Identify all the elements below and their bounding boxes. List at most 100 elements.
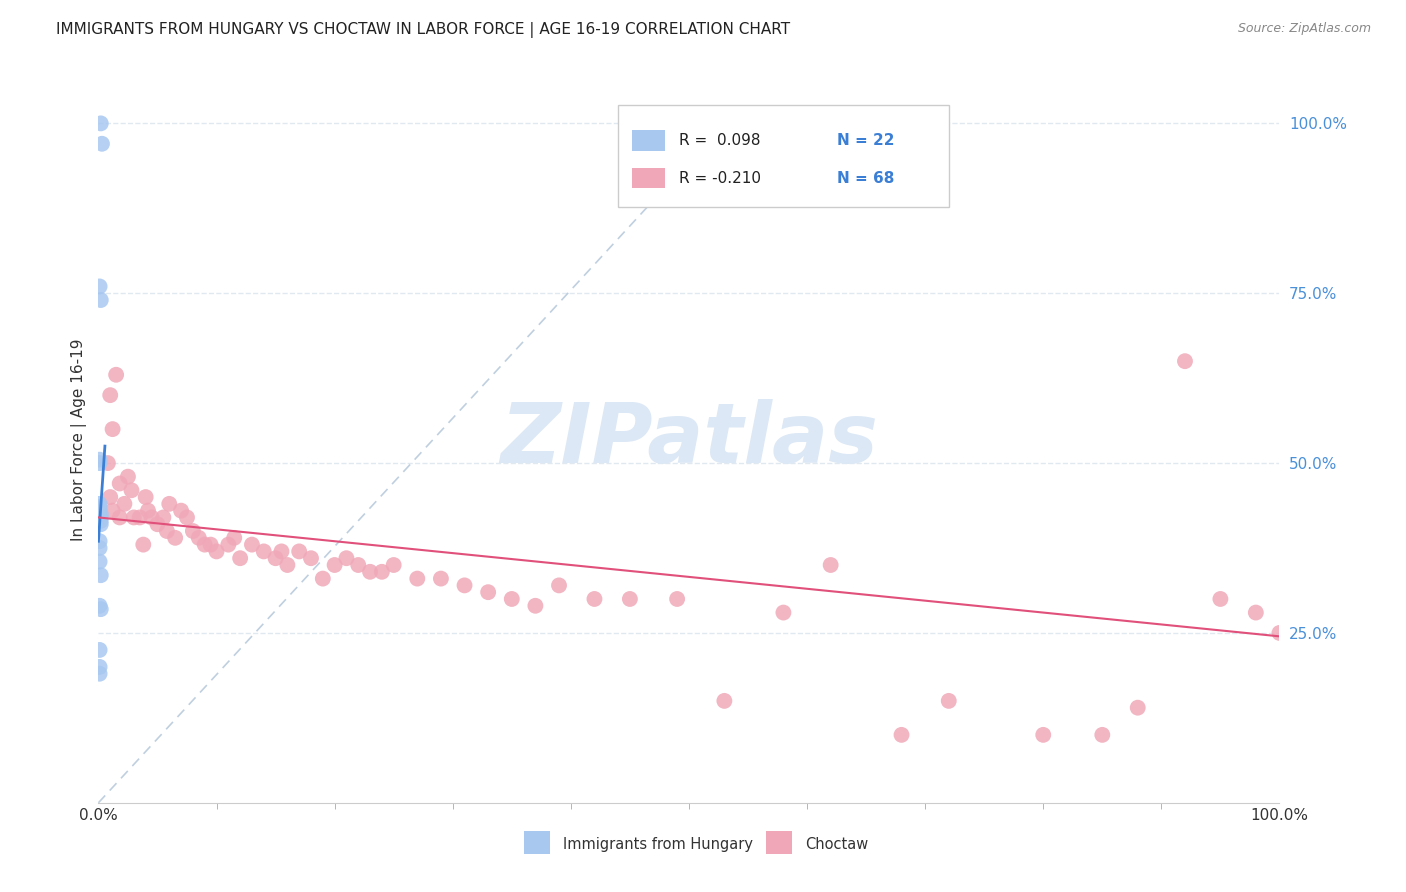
Point (772, 606, 794, 620)
FancyBboxPatch shape (633, 168, 665, 188)
Point (200, 538, 222, 552)
Point (89, 452, 111, 467)
Point (89, 541, 111, 555)
Point (112, 497, 135, 511)
Point (1032, 728, 1054, 742)
Point (1091, 728, 1114, 742)
Point (229, 551, 252, 566)
Point (152, 510, 174, 524)
Point (406, 572, 429, 586)
Point (938, 694, 960, 708)
Point (165, 531, 187, 545)
Point (89, 534, 111, 549)
Point (98, 388, 121, 402)
Point (347, 558, 370, 572)
Point (176, 510, 198, 524)
Point (90, 602, 112, 616)
Point (136, 503, 159, 517)
Point (90, 517, 112, 532)
Text: R =  0.098: R = 0.098 (679, 133, 761, 148)
Point (97, 456, 120, 470)
Text: N = 68: N = 68 (837, 170, 894, 186)
Point (89, 660, 111, 674)
Point (156, 524, 179, 538)
Point (224, 531, 246, 545)
Point (312, 572, 335, 586)
Point (89, 555, 111, 569)
Point (371, 565, 394, 579)
Point (181, 524, 204, 538)
FancyBboxPatch shape (523, 831, 550, 854)
FancyBboxPatch shape (633, 130, 665, 151)
Point (108, 510, 131, 524)
Point (276, 558, 298, 572)
Point (619, 591, 641, 606)
Point (90, 510, 112, 524)
Point (194, 538, 217, 552)
Point (453, 578, 475, 592)
Point (122, 510, 145, 524)
Point (1126, 700, 1149, 714)
Point (288, 544, 311, 558)
Point (1209, 591, 1232, 606)
Point (713, 694, 735, 708)
Point (128, 510, 150, 524)
Point (91, 136, 114, 151)
Point (89, 456, 111, 470)
Text: R = -0.210: R = -0.210 (679, 170, 762, 186)
Point (90, 514, 112, 528)
Point (89, 643, 111, 657)
Point (170, 503, 193, 517)
Point (501, 591, 523, 606)
Point (382, 558, 405, 572)
Point (264, 551, 287, 566)
Text: Choctaw: Choctaw (804, 838, 868, 853)
Point (146, 517, 169, 532)
Point (101, 503, 124, 517)
Point (89, 503, 111, 517)
Point (108, 476, 131, 491)
Point (101, 422, 124, 436)
Point (890, 728, 912, 742)
Point (89, 497, 111, 511)
Point (359, 565, 381, 579)
Point (98, 490, 121, 504)
Point (1244, 606, 1267, 620)
Point (90, 507, 112, 521)
Point (299, 551, 322, 566)
Point (240, 538, 263, 552)
Text: Source: ZipAtlas.com: Source: ZipAtlas.com (1237, 22, 1371, 36)
Point (430, 572, 453, 586)
Point (270, 544, 292, 558)
Point (90, 568, 112, 582)
Text: ZIPatlas: ZIPatlas (501, 399, 877, 480)
Point (89, 666, 111, 681)
Text: N = 22: N = 22 (837, 133, 894, 148)
Point (89, 500, 111, 515)
Point (132, 538, 155, 552)
Point (548, 578, 571, 592)
Point (90, 293, 112, 307)
Text: IMMIGRANTS FROM HUNGARY VS CHOCTAW IN LABOR FORCE | AGE 16-19 CORRELATION CHART: IMMIGRANTS FROM HUNGARY VS CHOCTAW IN LA… (56, 22, 790, 38)
Point (117, 469, 139, 483)
Point (583, 591, 606, 606)
Point (90, 116, 112, 130)
Point (157, 497, 180, 511)
Point (121, 483, 143, 498)
Point (187, 531, 209, 545)
Point (323, 558, 346, 572)
Point (335, 551, 357, 566)
Y-axis label: In Labor Force | Age 16-19: In Labor Force | Age 16-19 (72, 338, 87, 541)
Point (89, 599, 111, 613)
Point (253, 544, 276, 558)
Point (1174, 354, 1197, 368)
FancyBboxPatch shape (766, 831, 792, 854)
Point (141, 510, 163, 524)
Text: Immigrants from Hungary: Immigrants from Hungary (562, 838, 752, 853)
Point (820, 558, 842, 572)
Point (1268, 626, 1291, 640)
Point (205, 544, 228, 558)
Point (477, 585, 499, 599)
Point (89, 279, 111, 293)
Point (135, 490, 157, 504)
